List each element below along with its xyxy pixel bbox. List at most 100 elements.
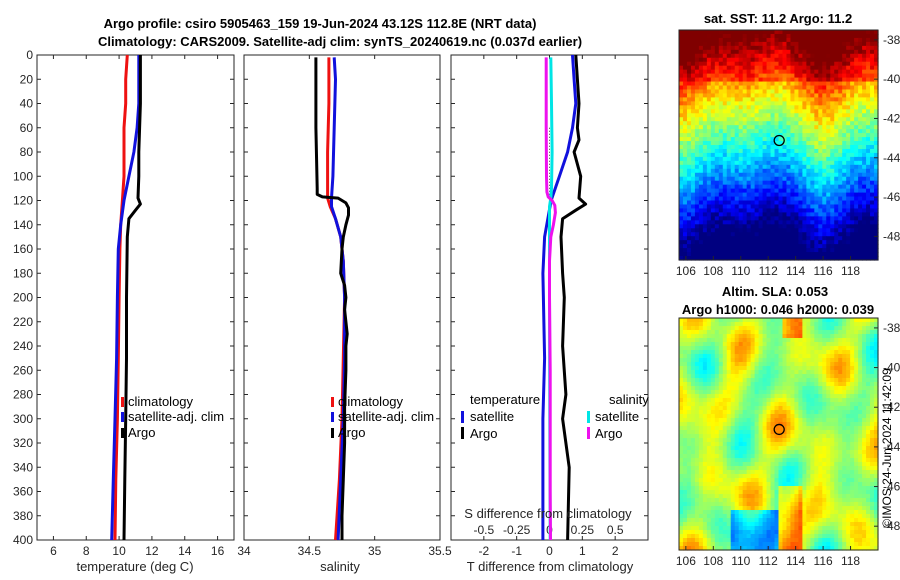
map-cell (686, 422, 692, 427)
map-cell (702, 458, 708, 463)
map-cell (802, 81, 807, 87)
map-cell (698, 69, 704, 75)
map-cell (838, 390, 843, 395)
map-cell (762, 386, 768, 391)
temperature-legend: climatology satellite-adj. clim Argo (121, 394, 224, 440)
map-cell (682, 141, 688, 146)
map-cell (782, 137, 788, 142)
map-cell (838, 200, 843, 206)
map-cell (722, 168, 728, 174)
map-cell (690, 172, 696, 178)
map-cell (850, 394, 855, 399)
map-cell (694, 156, 700, 162)
map-cell (870, 105, 875, 110)
map-cell (846, 172, 851, 178)
map-cell (802, 53, 807, 59)
map-cell (858, 434, 863, 439)
map-cell (810, 109, 815, 114)
map-cell (830, 414, 835, 419)
map-cell (830, 204, 835, 210)
map-cell (746, 172, 752, 178)
map-cell (782, 156, 788, 162)
map-cell (874, 184, 879, 190)
map-cell (742, 53, 748, 59)
map-cell (734, 358, 740, 363)
map-cell (806, 236, 811, 241)
map-cell (806, 334, 811, 339)
map-cell (679, 109, 684, 114)
map-cell (706, 318, 712, 323)
map-cell (826, 366, 831, 371)
map-cell (734, 141, 740, 146)
map-cell (782, 133, 788, 138)
map-cell (790, 152, 796, 158)
map-cell (679, 160, 684, 166)
map-cell (718, 208, 724, 214)
map-cell (710, 184, 716, 190)
map-cell (814, 240, 819, 245)
map-cell (834, 394, 839, 399)
map-cell (706, 129, 712, 134)
map-cell (822, 454, 827, 459)
map-cell (682, 172, 688, 178)
map-cell (862, 216, 867, 221)
map-cell (710, 196, 716, 202)
map-cell (734, 402, 740, 407)
map-cell (734, 410, 740, 415)
map-cell (750, 33, 756, 39)
map-cell (750, 141, 756, 146)
map-cell (726, 101, 732, 106)
map-cell (698, 141, 704, 146)
map-cell (754, 220, 760, 225)
map-cell (682, 334, 688, 339)
map-cell (838, 101, 843, 106)
map-cell (698, 422, 704, 427)
map-cell (774, 184, 780, 190)
map-cell (826, 334, 831, 339)
map-cell (770, 216, 776, 221)
map-cell (842, 89, 847, 95)
map-cell (726, 418, 732, 423)
map-cell (838, 204, 843, 210)
map-cell (734, 322, 740, 327)
map-cell (726, 322, 732, 327)
map-cell (810, 442, 815, 447)
map-cell (802, 152, 807, 158)
map-cell (722, 248, 728, 253)
map-cell (742, 65, 748, 71)
map-cell (754, 450, 760, 455)
map-cell (726, 358, 732, 363)
map-cell (838, 438, 843, 443)
map-cell (790, 172, 796, 178)
map-cell (714, 113, 720, 118)
map-cell (782, 117, 788, 122)
map-cell (794, 137, 799, 142)
map-cell (758, 346, 764, 351)
map-cell (758, 89, 764, 95)
map-cell (762, 438, 768, 443)
map-cell (774, 442, 780, 447)
map-cell (690, 81, 696, 87)
map-cell (762, 402, 768, 407)
map-cell (679, 228, 684, 233)
map-cell (770, 414, 776, 419)
map-cell (838, 370, 843, 375)
map-cell (798, 196, 803, 202)
map-cell (850, 414, 855, 419)
map-cell (786, 334, 792, 339)
map-cell (798, 252, 803, 257)
map-cell (730, 374, 736, 379)
map-cell (826, 57, 831, 63)
map-cell (822, 422, 827, 427)
map-cell (842, 398, 847, 403)
map-cell (682, 145, 688, 150)
map-cell (874, 450, 879, 455)
map-cell (690, 334, 696, 339)
map-cell (754, 414, 760, 419)
map-cell (834, 184, 839, 190)
map-cell (734, 446, 740, 451)
map-cell (686, 390, 692, 395)
map-cell (706, 61, 712, 67)
map-cell (814, 33, 819, 39)
map-cell (842, 45, 847, 51)
